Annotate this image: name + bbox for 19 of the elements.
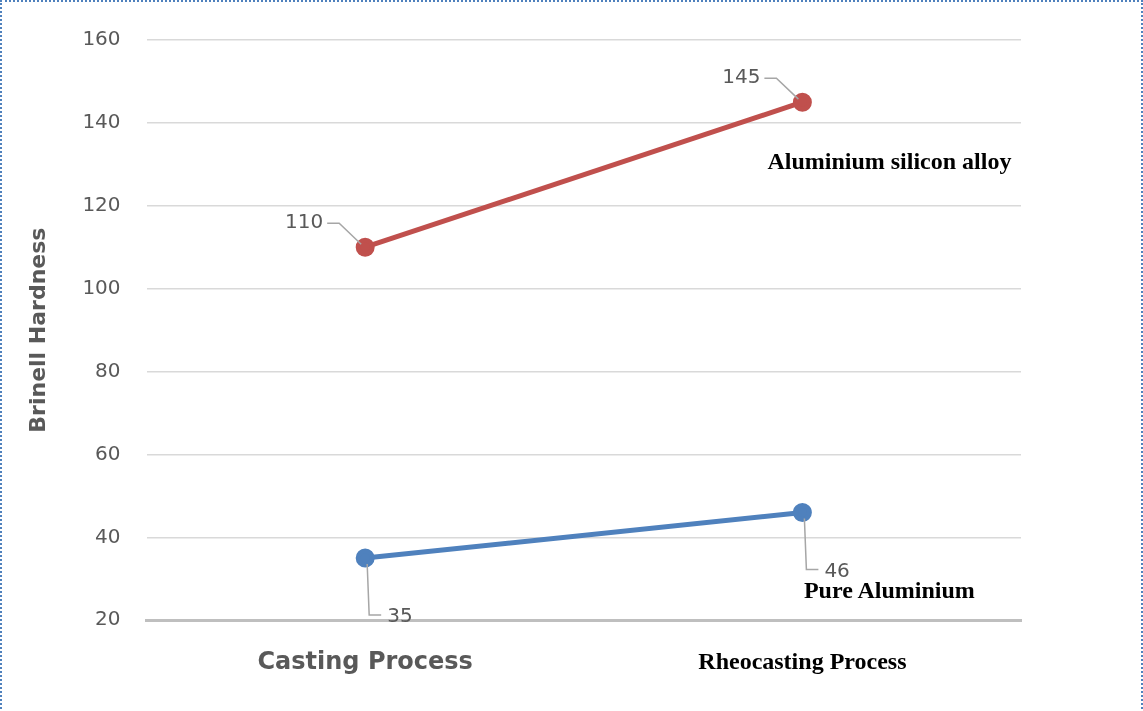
y-tick-label: 40: [95, 523, 121, 548]
data-label: 110: [284, 209, 324, 234]
series-label: Aluminium silicon alloy: [767, 148, 1012, 175]
point: [792, 92, 812, 112]
x-tick-label: Casting Process: [257, 646, 473, 675]
y-tick-label: 60: [95, 440, 121, 465]
data-label: 35: [387, 603, 413, 628]
y-tick-label: 20: [95, 606, 121, 631]
y-tick-label: 100: [82, 274, 121, 299]
y-tick-label: 80: [95, 357, 121, 382]
point: [792, 502, 812, 522]
point: [355, 548, 375, 568]
point: [355, 237, 375, 257]
data-label: 145: [722, 64, 761, 89]
y-tick-label: 120: [82, 191, 121, 216]
y-axis-title: Brinell Hardness: [24, 227, 50, 433]
x-tick-label: Rheocasting Process: [698, 647, 907, 674]
y-tick-label: 160: [82, 26, 121, 51]
y-tick-label: 140: [82, 109, 121, 134]
